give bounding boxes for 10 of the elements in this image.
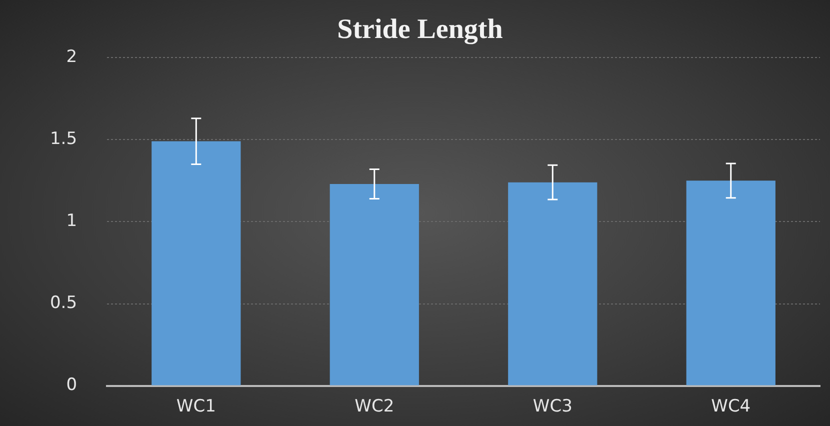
- y-tick-label: 2: [66, 47, 78, 68]
- x-tick-label: WC1: [176, 396, 216, 416]
- y-tick-label: 1.5: [50, 129, 78, 150]
- y-tick-label: 0: [66, 375, 78, 396]
- y-tick-label: 0.5: [50, 293, 78, 314]
- y-tick-label: 1: [66, 211, 78, 232]
- x-tick-label: WC2: [354, 396, 394, 416]
- chart-title: Stride Length: [337, 14, 504, 46]
- x-tick-label: WC4: [711, 396, 751, 416]
- x-tick-label: WC3: [532, 396, 572, 416]
